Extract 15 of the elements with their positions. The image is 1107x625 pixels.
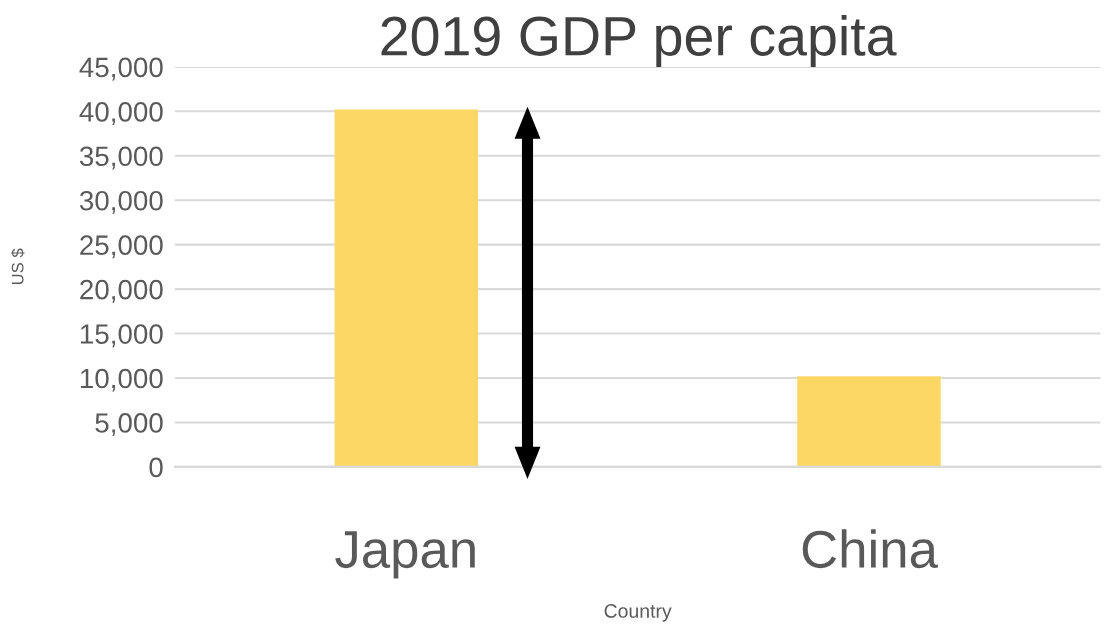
y-tick-label: 20,000 [80, 279, 163, 303]
y-tick-label: 40,000 [79, 101, 163, 125]
y-tick-label: 25,000 [80, 235, 163, 259]
x-tick-label: Japan [335, 531, 475, 579]
y-tick-label: 35,000 [79, 146, 163, 170]
y-tick-label: 30,000 [79, 190, 163, 214]
x-tick-label: China [802, 529, 938, 569]
y-tick-label: 0 [149, 457, 163, 478]
x-axis-title: Country [604, 604, 672, 622]
y-tick-label: 45,000 [79, 57, 163, 81]
y-tick-label: 15,000 [80, 324, 163, 348]
y-tick-label: 5,000 [95, 413, 163, 437]
y-tick-label: 10,000 [80, 368, 163, 392]
chart-title: 2019 GDP per capita [381, 15, 897, 67]
y-axis-title: US $ [11, 248, 25, 285]
